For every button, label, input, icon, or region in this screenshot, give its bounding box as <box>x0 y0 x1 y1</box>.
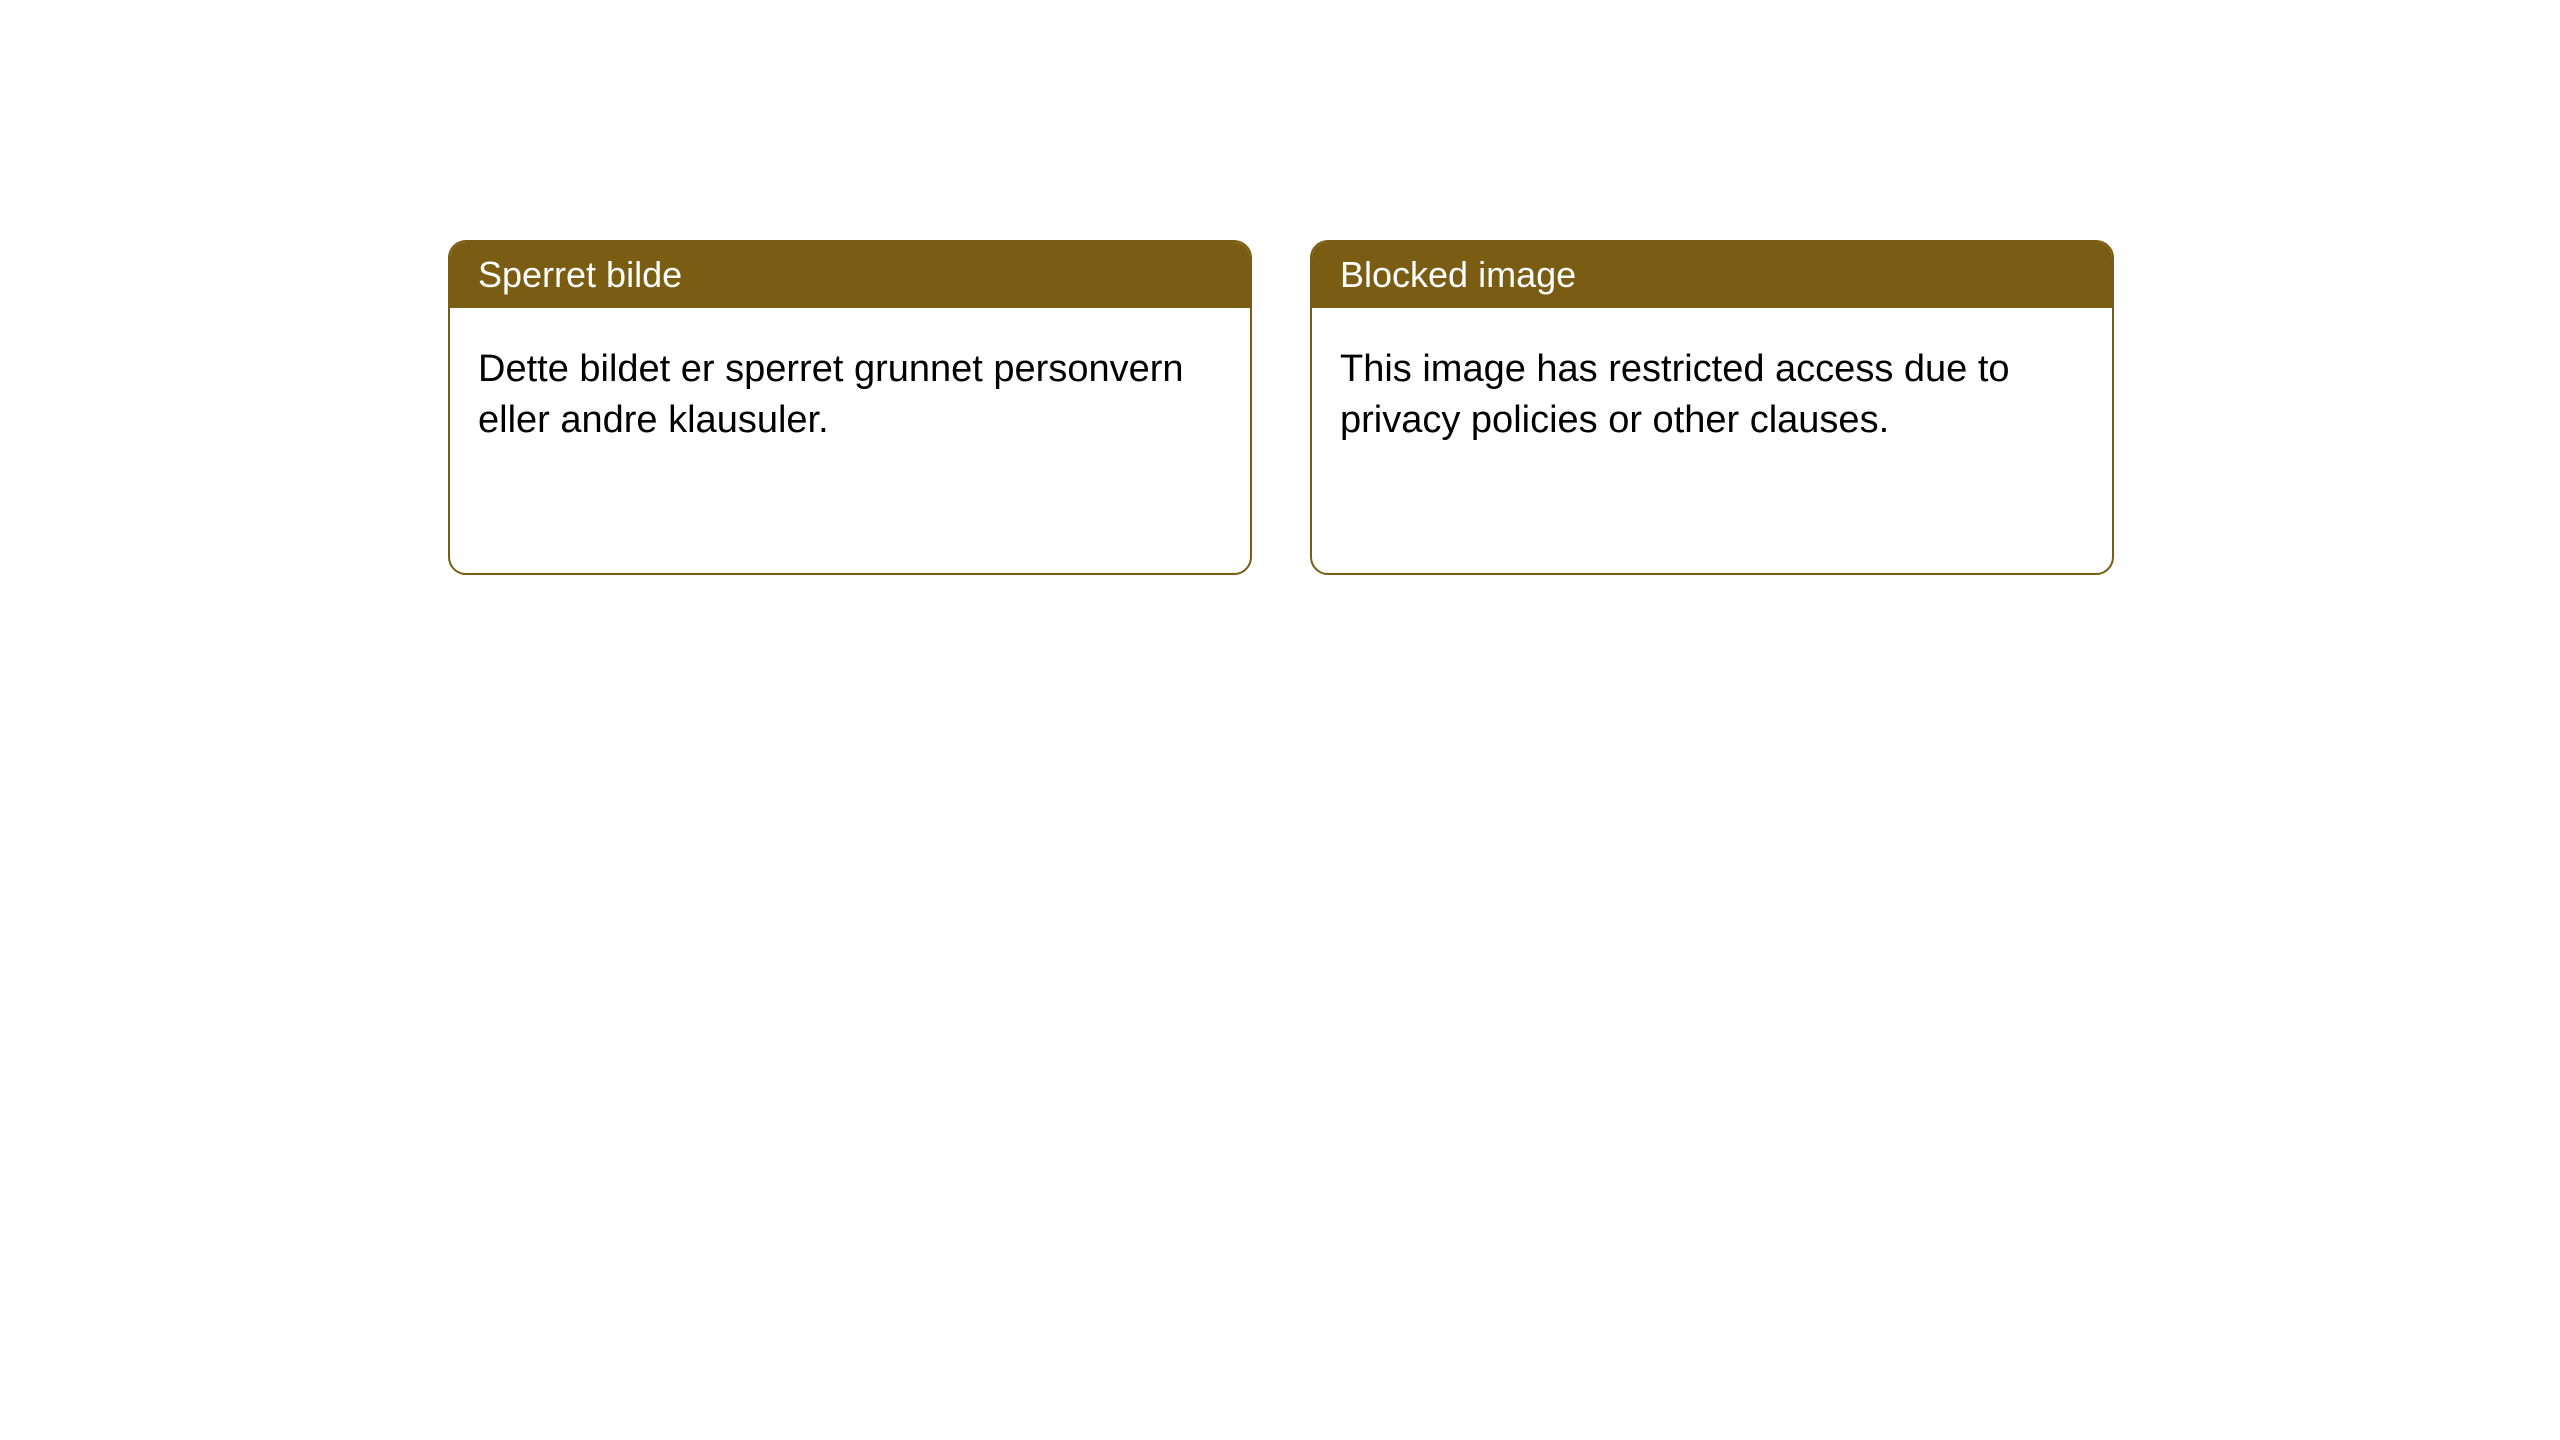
notice-card-header: Blocked image <box>1312 242 2112 308</box>
notice-card-title: Sperret bilde <box>478 254 682 295</box>
notice-card-body: This image has restricted access due to … <box>1312 308 2112 483</box>
notice-card-message: This image has restricted access due to … <box>1340 348 2010 441</box>
notice-card-body: Dette bildet er sperret grunnet personve… <box>450 308 1250 483</box>
notice-card-message: Dette bildet er sperret grunnet personve… <box>478 348 1184 441</box>
notice-card-header: Sperret bilde <box>450 242 1250 308</box>
notice-container: Sperret bilde Dette bildet er sperret gr… <box>0 0 2560 575</box>
notice-card-title: Blocked image <box>1340 254 1576 295</box>
notice-card-norwegian: Sperret bilde Dette bildet er sperret gr… <box>448 240 1252 575</box>
notice-card-english: Blocked image This image has restricted … <box>1310 240 2114 575</box>
